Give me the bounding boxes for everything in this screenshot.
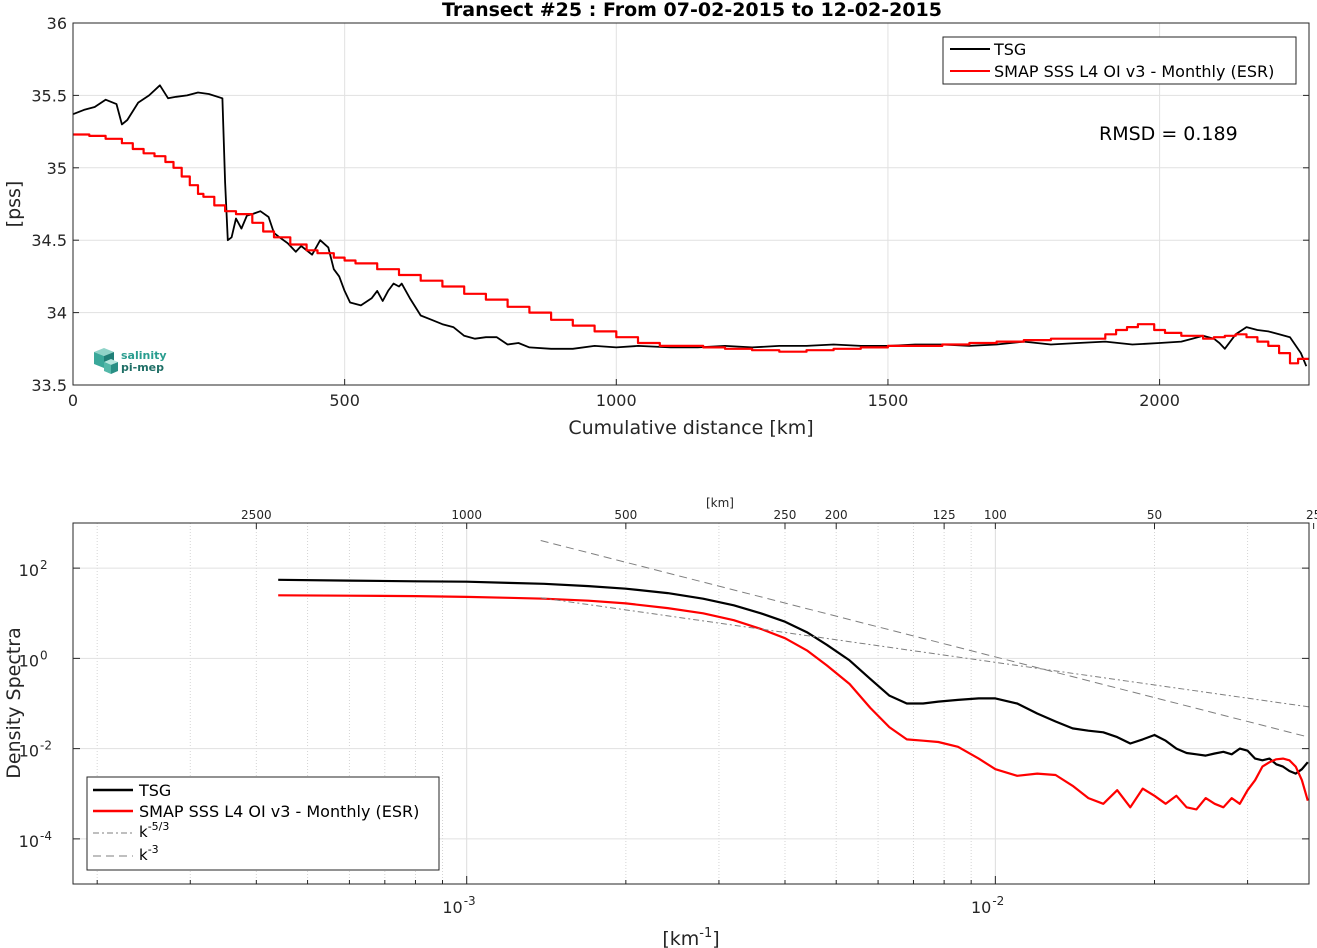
x-axis-label-top: Cumulative distance [km] [568, 417, 813, 439]
tick-label-top-km: 100 [984, 508, 1007, 522]
spectrum-line-tsg [278, 578, 1309, 775]
tick-label-x-top: 2000 [1139, 391, 1180, 410]
tick-label-top-km: 25 [1306, 508, 1317, 522]
salinity-pimep-logo: salinity pi-mep [94, 348, 167, 374]
axes-box-bottom [72, 522, 1310, 885]
y-axis-label-top: [pss] [3, 181, 25, 228]
tick-label-x-top: 0 [68, 391, 78, 410]
series-line-smap [73, 133, 1309, 365]
series-top [72, 84, 1309, 367]
tick-label-top-km: 50 [1147, 508, 1162, 522]
series-line-tsg [72, 84, 1308, 367]
tick-label-y-top: 36 [47, 14, 67, 33]
legend-label-k3: k-3 [139, 843, 159, 864]
chart-title: Transect #25 : From 07-02-2015 to 12-02-… [442, 0, 942, 21]
tick-label-x-bottom: 10 [971, 898, 991, 917]
ticks-top: 0 500 1000 1500 2000 33.5 34 34.5 35 35.5 36 [31, 14, 1309, 410]
tick-label-y-bottom: 10 [19, 832, 39, 851]
tick-label-y-bottom-exponent: 2 [40, 558, 48, 572]
y-axis-label-bottom: Density Spectra [3, 627, 25, 778]
tick-label-x-bottom: 10 [442, 898, 462, 917]
tick-label-y-bottom-exponent: 0 [40, 648, 48, 662]
tick-label-x-top: 1500 [868, 391, 909, 410]
tick-label-y-top: 35.5 [31, 86, 67, 105]
legend-box-top [942, 36, 1297, 85]
legend-bottom: TSG SMAP SSS L4 OI v3 - Monthly (ESR) k-… [86, 776, 440, 871]
tick-label-top-km: 250 [774, 508, 797, 522]
tick-label-y-top: 33.5 [31, 376, 67, 395]
spectrum-line-smap [278, 594, 1309, 811]
tick-label-y-top: 34 [47, 304, 67, 323]
legend-label-smap-bottom: SMAP SSS L4 OI v3 - Monthly (ESR) [139, 802, 419, 821]
tick-label-top-km: 1000 [451, 508, 482, 522]
tick-label-x-top: 1000 [596, 391, 637, 410]
tick-label-y-bottom-exponent: -2 [40, 739, 52, 753]
tick-label-y-bottom-exponent: -4 [40, 829, 52, 843]
tick-label-y-top: 34.5 [31, 231, 67, 250]
tick-label-x-top: 500 [329, 391, 360, 410]
reference-line-k53 [540, 597, 1310, 708]
logo-cube-icon [94, 348, 118, 374]
legend-top: TSG SMAP SSS L4 OI v3 - Monthly (ESR) [942, 36, 1297, 85]
tick-label-y-top: 35 [47, 159, 67, 178]
tick-label-y-bottom: 10 [19, 651, 39, 670]
tick-label-top-km: 500 [614, 508, 637, 522]
logo-text-line1: salinity [121, 349, 167, 362]
transect-chart: Transect #25 : From 07-02-2015 to 12-02-… [3, 0, 1310, 439]
legend-label-smap-top: SMAP SSS L4 OI v3 - Monthly (ESR) [994, 62, 1274, 81]
tick-label-y-bottom: 10 [19, 742, 39, 761]
reference-line-k3 [540, 540, 1310, 738]
tick-label-y-bottom: 10 [19, 561, 39, 580]
tick-label-x-bottom-exponent: -3 [464, 894, 476, 908]
x-axis-label-bottom: [km-1] [662, 926, 719, 948]
tick-label-top-km: 200 [825, 508, 848, 522]
grid-top [73, 23, 1309, 385]
legend-label-k53: k-5/3 [139, 820, 169, 841]
grid-bottom [73, 523, 1309, 884]
tick-label-top-km: 2500 [241, 508, 272, 522]
legend-label-tsg-top: TSG [993, 40, 1026, 59]
tick-label-top-km: 125 [933, 508, 956, 522]
logo-text-line2: pi-mep [121, 361, 164, 374]
series-bottom [278, 540, 1310, 811]
axes-box-top [72, 22, 1310, 386]
tick-label-x-bottom-exponent: -2 [992, 894, 1004, 908]
legend-label-tsg-bottom: TSG [138, 781, 171, 800]
top-x-axis-label: [km] [706, 496, 734, 510]
rmsd-annotation: RMSD = 0.189 [1099, 123, 1238, 145]
legend-box-bottom [86, 776, 440, 871]
